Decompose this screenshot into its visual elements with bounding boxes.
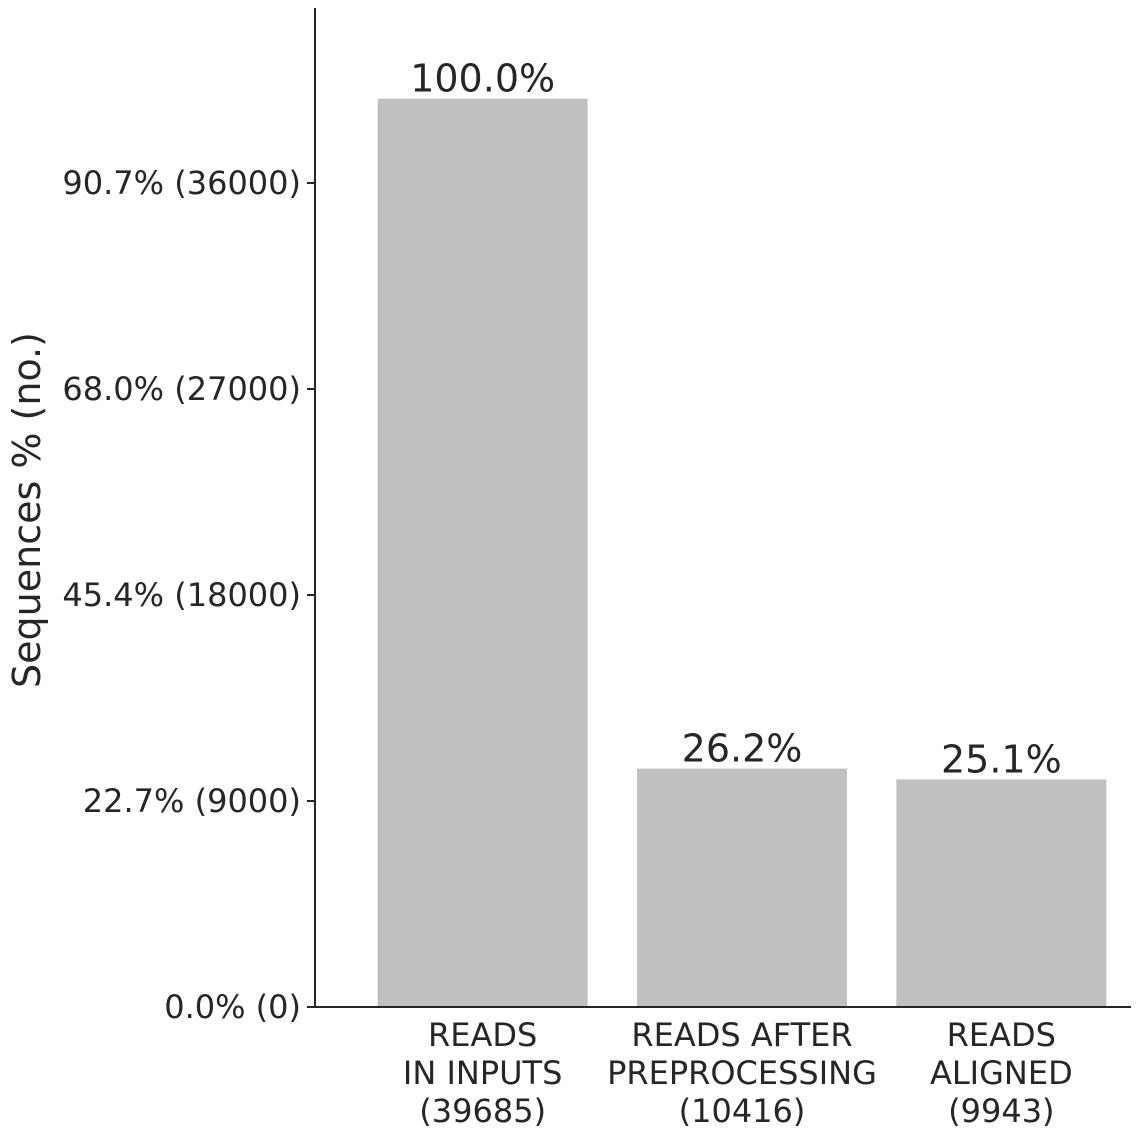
bar-0 xyxy=(377,98,588,1008)
y-tick-label-2: 45.4% (18000) xyxy=(62,576,301,614)
bar-1 xyxy=(637,768,847,1007)
data-label-2: 25.1% xyxy=(941,737,1062,781)
category-label-0-line-0: READS xyxy=(428,1016,537,1054)
y-tick-label-0: 0.0% (0) xyxy=(164,988,301,1026)
category-label-1-line-1: PREPROCESSING xyxy=(607,1054,877,1092)
category-label-2-line-1: ALIGNED xyxy=(930,1054,1073,1092)
bar-2 xyxy=(896,779,1107,1007)
category-label-2-line-0: READS xyxy=(947,1016,1056,1054)
y-tick-label-3: 68.0% (27000) xyxy=(62,370,301,408)
category-label-2-line-2: (9943) xyxy=(948,1092,1054,1130)
data-label-1: 26.2% xyxy=(682,727,803,771)
category-label-1-line-0: READS AFTER xyxy=(631,1016,852,1054)
y-axis-title: Sequences % (no.) xyxy=(5,332,49,688)
y-tick-label-4: 90.7% (36000) xyxy=(62,164,301,202)
category-label-0-line-1: IN INPUTS xyxy=(403,1054,563,1092)
y-tick-label-1: 22.7% (9000) xyxy=(83,782,301,820)
data-label-0: 100.0% xyxy=(410,57,555,101)
category-label-1-line-2: (10416) xyxy=(679,1092,806,1130)
category-label-0-line-2: (39685) xyxy=(419,1092,546,1130)
